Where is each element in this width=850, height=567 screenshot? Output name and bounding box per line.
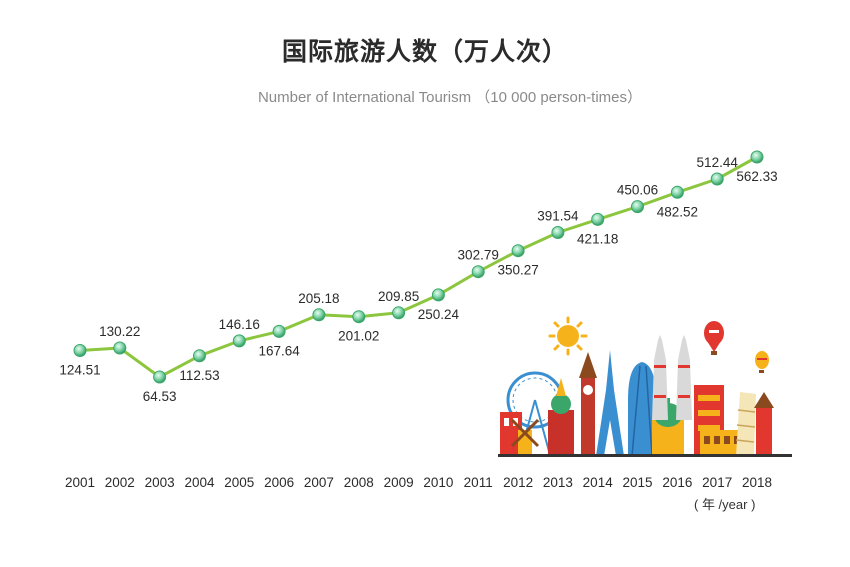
- x-tick-label: 2004: [184, 475, 215, 490]
- x-tick-label: 2011: [464, 475, 493, 490]
- leaning-tower-icon: [735, 392, 756, 456]
- x-tick-label: 2016: [662, 475, 692, 490]
- data-label: 391.54: [537, 209, 579, 224]
- windmill-icon: [510, 418, 540, 456]
- x-tick-label: 2017: [702, 475, 732, 490]
- chart-title: 国际旅游人数（万人次）: [281, 37, 568, 66]
- data-label: 64.53: [143, 389, 177, 404]
- x-tick-label: 2013: [543, 475, 573, 490]
- data-label: 302.79: [458, 248, 499, 263]
- data-point: [232, 334, 246, 348]
- landmarks-illustration: [498, 316, 792, 457]
- x-tick-label: 2001: [65, 475, 95, 490]
- data-label: 250.24: [418, 307, 460, 322]
- x-tick-label: 2003: [145, 475, 175, 490]
- data-label: 562.33: [736, 169, 777, 184]
- data-point: [710, 172, 724, 186]
- data-point: [471, 265, 485, 279]
- data-label: 130.22: [99, 324, 140, 339]
- data-point: [551, 226, 565, 239]
- data-label: 112.53: [179, 368, 219, 383]
- clock-tower-icon: [579, 352, 597, 456]
- data-label: 124.51: [59, 363, 100, 378]
- x-axis-unit-label: ( 年 /year ): [694, 497, 756, 512]
- x-tick-label: 2012: [503, 475, 533, 490]
- sun-icon: [548, 316, 588, 356]
- x-tick-label: 2015: [622, 475, 652, 490]
- data-label: 167.64: [258, 343, 300, 358]
- x-tick-label: 2007: [304, 475, 334, 490]
- data-point: [392, 306, 406, 320]
- x-tick-label: 2010: [423, 475, 453, 490]
- data-label: 209.85: [378, 289, 419, 304]
- x-tick-label: 2005: [224, 475, 254, 490]
- data-label: 201.02: [338, 329, 379, 344]
- twin-towers-icon: [652, 335, 692, 420]
- x-tick-label: 2006: [264, 475, 294, 490]
- data-point: [750, 150, 764, 164]
- data-point: [193, 349, 206, 363]
- data-label: 350.27: [497, 263, 538, 278]
- data-label: 450.06: [617, 183, 658, 198]
- data-point: [312, 308, 326, 322]
- data-label: 146.16: [219, 317, 260, 332]
- x-tick-label: 2008: [344, 475, 374, 490]
- data-point: [113, 341, 127, 355]
- hot-air-balloon-icon: [704, 321, 724, 355]
- data-point: [670, 185, 684, 199]
- data-label: 421.18: [577, 231, 618, 246]
- chart-subtitle: Number of International Tourism （10 000 …: [257, 89, 643, 106]
- x-tick-label: 2009: [384, 475, 414, 490]
- data-point: [591, 212, 605, 226]
- data-point: [631, 200, 644, 214]
- data-point: [73, 344, 87, 357]
- series-line: [79, 155, 758, 379]
- data-point: [431, 288, 445, 302]
- data-point: [511, 244, 525, 258]
- data-label: 482.52: [657, 204, 698, 219]
- data-label: 205.18: [298, 291, 339, 306]
- x-tick-label: 2014: [583, 475, 614, 490]
- x-tick-label: 2002: [105, 475, 135, 490]
- eiffel-tower-icon: [596, 350, 624, 456]
- data-point: [153, 370, 167, 384]
- data-label: 512.44: [697, 155, 739, 170]
- x-tick-label: 2018: [742, 475, 772, 490]
- gherkin-building-icon: [628, 362, 656, 457]
- hot-air-balloon-icon: [755, 351, 769, 373]
- data-point: [272, 324, 286, 338]
- data-point: [352, 310, 366, 324]
